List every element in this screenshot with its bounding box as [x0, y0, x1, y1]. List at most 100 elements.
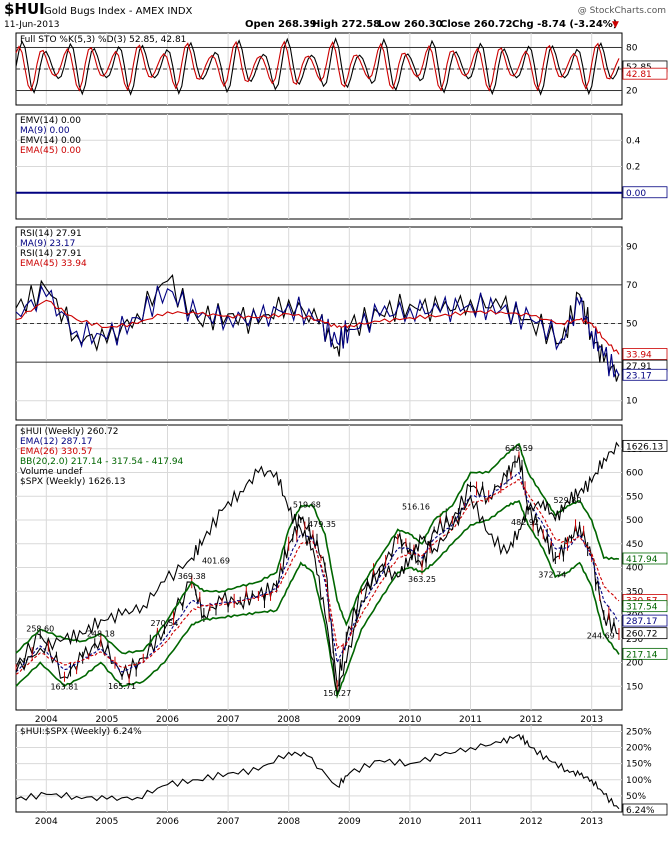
x-tick-label: 2009	[338, 817, 361, 827]
price-annotation: 270.54	[150, 619, 178, 628]
y-tick-label: 100%	[626, 776, 652, 786]
x-tick-label: 2010	[398, 817, 421, 827]
y-tick-label: 200	[626, 659, 643, 669]
price-annotation: 519.68	[293, 501, 321, 510]
series--d	[15, 40, 620, 92]
down-arrow-icon: ▼	[612, 20, 619, 30]
y-tick-label: 250%	[626, 727, 652, 737]
price-annotation: 363.25	[408, 575, 436, 584]
series--spx	[15, 441, 620, 692]
x-tick-label: 2008	[277, 817, 300, 827]
x-tick-label: 2005	[95, 817, 118, 827]
legend-entry: $HUI (Weekly) 260.72	[20, 427, 118, 437]
change-value: Chg -8.74 (-3.24%)	[512, 19, 617, 30]
x-tick-label: 2010	[398, 715, 421, 725]
y-tick-label: 50%	[626, 792, 646, 802]
legend-entry: Volume undef	[20, 467, 83, 477]
y-tick-label: 150	[626, 682, 643, 692]
legend-entry: EMV(14) 0.00	[20, 136, 81, 146]
series-ema-45-	[15, 299, 620, 355]
legend-entry: Full STO %K(5,3) %D(3) 52.85, 42.81	[20, 35, 186, 45]
value-label-box	[622, 439, 668, 452]
close-value: Close 260.72	[440, 19, 512, 30]
price-annotation: 372.74	[538, 570, 566, 579]
value-label: 0.00	[626, 189, 646, 199]
x-tick-label: 2007	[217, 817, 240, 827]
y-tick-label: 350	[626, 587, 643, 597]
y-tick-label: 150%	[626, 760, 652, 770]
y-tick-label: 0.2	[626, 163, 640, 173]
price-annotation: 163.81	[50, 683, 78, 692]
x-tick-label: 2004	[35, 715, 58, 725]
x-tick-label: 2008	[277, 715, 300, 725]
series-ma-9-	[15, 284, 620, 378]
x-tick-label: 2005	[95, 715, 118, 725]
legend-entry: EMA(45) 0.00	[20, 146, 81, 156]
legend-entry: RSI(14) 27.91	[20, 229, 82, 239]
value-label-box	[622, 600, 668, 613]
value-label: 27.91	[626, 362, 652, 372]
legend-entry: EMA(45) 33.94	[20, 259, 87, 269]
price-annotation: 401.69	[202, 557, 230, 566]
value-label: 317.54	[626, 603, 658, 613]
y-tick-label: 500	[626, 516, 643, 526]
price-annotation: 248.18	[87, 630, 115, 639]
panel-price: 150200250300350400450500550600650258.601…	[15, 424, 668, 725]
value-label-box	[622, 627, 668, 640]
x-tick-label: 2009	[338, 715, 361, 725]
x-tick-label: 2011	[459, 715, 482, 725]
high-value: High 272.58	[312, 19, 380, 30]
price-annotation: 479.35	[308, 520, 336, 529]
header-date: 11-Jun-2013	[4, 20, 59, 30]
value-label-box	[622, 647, 668, 660]
x-tick-label: 2013	[580, 817, 603, 827]
y-tick-label: 400	[626, 564, 643, 574]
value-label: 417.94	[626, 555, 658, 565]
x-tick-label: 2011	[459, 817, 482, 827]
value-label: 6.24%	[626, 806, 655, 816]
value-label-box	[622, 67, 668, 80]
open-value: Open 268.39	[245, 19, 317, 30]
x-tick-label: 2006	[156, 817, 179, 827]
y-tick-label: 70	[626, 281, 638, 291]
y-tick-label: 80	[626, 43, 638, 53]
series-bb-lower	[15, 499, 620, 699]
x-tick-label: 2004	[35, 817, 58, 827]
legend-entry: EMV(14) 0.00	[20, 116, 81, 126]
price-annotation: 516.16	[402, 502, 430, 511]
value-label: 23.17	[626, 371, 652, 381]
value-label-box	[622, 348, 668, 360]
value-label: 42.81	[626, 70, 652, 80]
y-tick-label: 550	[626, 492, 643, 502]
index-name: Gold Bugs Index - AMEX INDX	[44, 6, 193, 17]
y-tick-label: 20	[626, 87, 638, 97]
legend-entry: $SPX (Weekly) 1626.13	[20, 477, 125, 487]
value-label-box	[622, 803, 668, 816]
price-annotation: 258.60	[26, 625, 54, 634]
value-label-box	[622, 552, 668, 565]
watermark: @ StockCharts.com	[578, 6, 666, 16]
legend-entry: MA(9) 23.17	[20, 239, 75, 249]
x-tick-label: 2007	[217, 715, 240, 725]
legend-entry: $HUI:$SPX (Weekly) 6.24%	[20, 727, 142, 737]
y-tick-label: 0.4	[626, 136, 641, 146]
price-annotation: 369.38	[178, 572, 206, 581]
series-ema-26-	[15, 479, 620, 675]
x-tick-label: 2013	[580, 715, 603, 725]
legend-entry: RSI(14) 27.91	[20, 249, 82, 259]
panels: 20 50 80 Full STO %K(5,3) %D(3) 52.85, 42.8…	[15, 32, 668, 827]
legend-entry: EMA(12) 287.17	[20, 437, 92, 447]
value-label: 33.94	[626, 350, 652, 360]
y-tick-label: 600	[626, 469, 643, 479]
price-annotation: 529.80	[553, 496, 581, 505]
value-label: 287.17	[626, 617, 658, 627]
price-annotation: 638.59	[505, 444, 533, 453]
x-tick-label: 2012	[520, 817, 543, 827]
y-tick-label: 250	[626, 635, 643, 645]
y-tick-label: 200%	[626, 744, 652, 754]
value-label-box	[622, 368, 668, 381]
